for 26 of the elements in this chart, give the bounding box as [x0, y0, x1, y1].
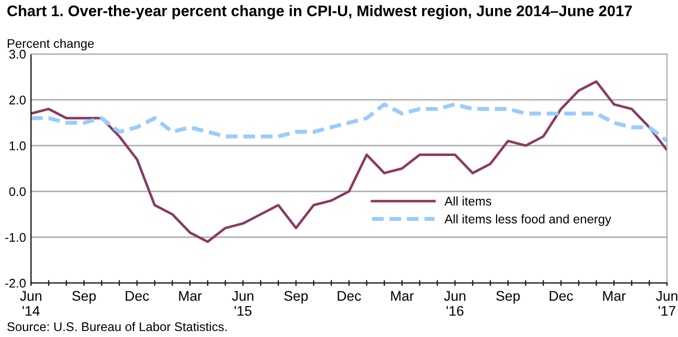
source-note: Source: U.S. Bureau of Labor Statistics. [7, 322, 227, 332]
x-tick-label: Sep [72, 291, 96, 304]
x-tick-label: Jun '17 [656, 291, 678, 316]
x-tick-label: Mar [391, 291, 414, 301]
x-tick-label: Mar [179, 291, 202, 301]
x-tick-label: Dec [550, 291, 573, 301]
x-tick-label: Sep [496, 291, 520, 304]
line-series [31, 80, 667, 244]
y-tick-label: 3.0 [9, 50, 26, 59]
x-tick-label: Sep [284, 291, 308, 304]
x-tick-label: Dec [126, 291, 149, 301]
y-tick-label: -1.0 [5, 233, 26, 242]
y-axis-title: Percent change [8, 38, 94, 50]
legend-label: All items less food and energy [444, 214, 612, 226]
x-tick-label: Jun '16 [444, 291, 466, 316]
x-tick-label: Dec [338, 291, 361, 301]
x-tick-label: Jun '14 [20, 291, 42, 316]
line-series [31, 102, 667, 143]
y-tick-label: -2.0 [5, 278, 26, 288]
x-tick-label: Jun '15 [232, 291, 254, 316]
y-tick-label: 0.0 [9, 187, 26, 196]
legend-label: All items [444, 196, 492, 206]
chart-title: Chart 1. Over-the-year percent change in CPI-U, Midwest region, June 2014–June 2017 [7, 5, 632, 20]
y-tick-label: 2.0 [9, 96, 26, 104]
x-tick-label: Mar [603, 291, 626, 301]
y-tick-label: 1.0 [10, 141, 26, 150]
